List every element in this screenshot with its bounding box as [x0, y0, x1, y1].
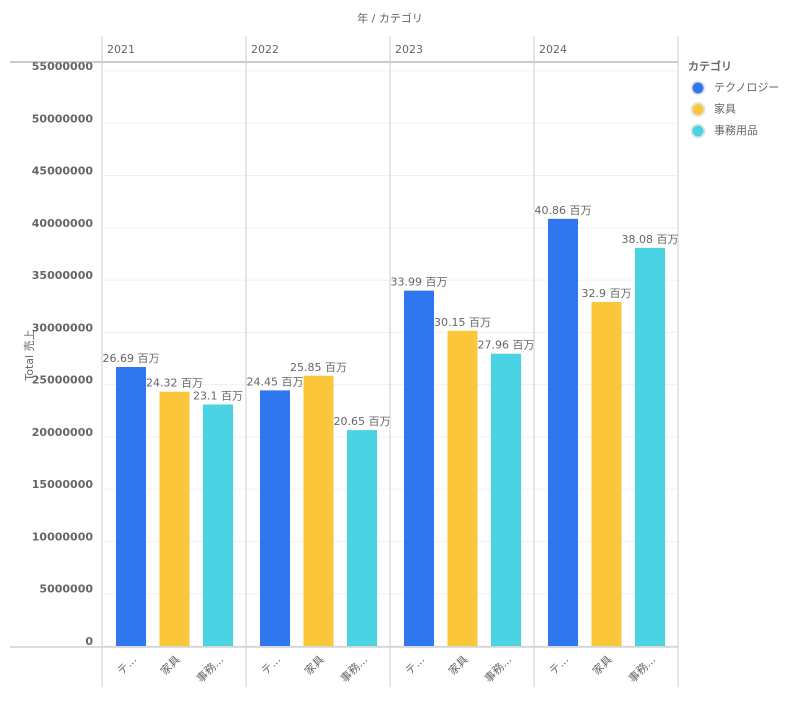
y-tick-label: 0	[85, 635, 93, 648]
facet-label: 2023	[395, 43, 423, 56]
x-tick-label: 家具	[445, 652, 470, 677]
legend-marker	[690, 102, 706, 117]
facet-label: 2022	[251, 43, 279, 56]
legend-label: 家具	[714, 102, 736, 116]
x-tick-label: 事務...	[337, 652, 370, 685]
y-tick-label: 35000000	[32, 269, 94, 282]
legend-marker	[690, 80, 706, 96]
facet-label: 2021	[107, 43, 135, 56]
bar	[635, 247, 665, 646]
legend-label: 事務用品	[714, 123, 758, 137]
chart-title: 年 / カテゴリ	[357, 11, 423, 25]
bar	[404, 290, 434, 646]
bar	[159, 391, 190, 646]
bar	[303, 375, 334, 646]
x-tick-label: 家具	[301, 652, 326, 677]
bar	[591, 302, 622, 646]
y-tick-label: 55000000	[32, 60, 94, 73]
x-tick-label: テ...	[547, 653, 571, 677]
y-tick-label: 25000000	[32, 374, 94, 387]
legend-title: カテゴリ	[688, 59, 732, 73]
value-label: 25.85 百万	[290, 361, 347, 374]
value-label: 40.86 百万	[535, 204, 592, 217]
bar	[347, 430, 377, 646]
x-tick-label: 家具	[157, 652, 182, 677]
value-label: 30.15 百万	[434, 316, 491, 329]
y-tick-label: 20000000	[32, 426, 94, 439]
x-tick-label: テ...	[115, 653, 139, 677]
y-tick-label: 5000000	[39, 583, 93, 596]
value-label: 24.32 百万	[146, 377, 203, 390]
x-tick-label: 事務...	[625, 652, 658, 685]
y-tick-label: 50000000	[32, 112, 94, 125]
value-label: 20.65 百万	[334, 415, 391, 428]
value-label: 38.08 百万	[622, 233, 679, 246]
bar	[203, 404, 233, 646]
bar	[447, 330, 478, 646]
y-tick-label: 15000000	[32, 478, 94, 491]
facet-label: 2024	[539, 43, 567, 56]
x-tick-label: テ...	[403, 653, 427, 677]
bar	[491, 353, 521, 646]
x-tick-label: 事務...	[193, 652, 226, 685]
bar	[548, 218, 578, 646]
value-label: 23.1 百万	[193, 390, 243, 403]
y-tick-label: 40000000	[32, 217, 94, 230]
legend-label: テクノロジー	[714, 81, 779, 94]
x-tick-label: 家具	[589, 652, 614, 677]
y-tick-label: 45000000	[32, 165, 94, 178]
value-label: 33.99 百万	[391, 276, 448, 289]
bar	[116, 366, 146, 646]
value-label: 26.69 百万	[103, 352, 160, 365]
value-label: 32.9 百万	[582, 287, 632, 300]
x-tick-label: テ...	[259, 653, 283, 677]
y-tick-label: 30000000	[32, 321, 94, 334]
legend-marker	[690, 123, 706, 139]
y-tick-label: 10000000	[32, 530, 94, 543]
value-label: 27.96 百万	[478, 339, 535, 352]
y-axis-label: Total 売上	[23, 329, 36, 381]
x-tick-label: 事務...	[481, 652, 514, 685]
value-label: 24.45 百万	[247, 375, 304, 388]
bar	[260, 390, 290, 646]
